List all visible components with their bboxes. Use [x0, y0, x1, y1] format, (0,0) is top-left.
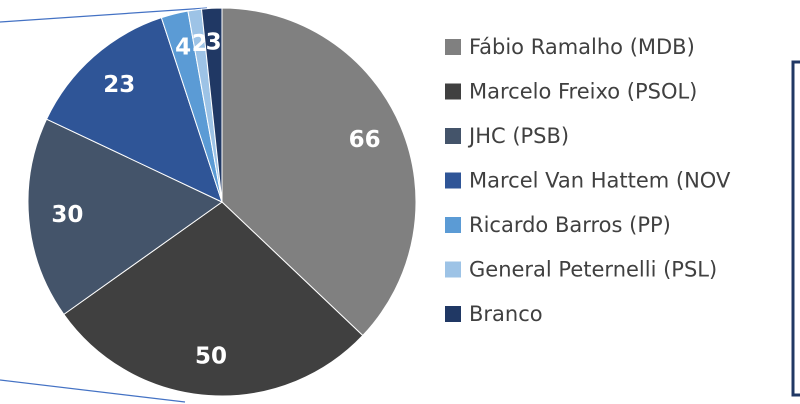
- data-label: 3: [206, 30, 222, 56]
- legend-label: Marcelo Freixo (PSOL): [469, 80, 697, 104]
- pie-slice: [27, 118, 223, 316]
- data-label: 66: [349, 127, 381, 153]
- legend-label: General Peternelli (PSL): [469, 258, 717, 282]
- legend-label: Fábio Ramalho (MDB): [469, 35, 695, 59]
- pie-slice: [200, 7, 223, 203]
- data-label: 30: [51, 202, 83, 228]
- legend-swatch: [445, 261, 461, 278]
- legend-swatch: [445, 39, 461, 55]
- connector-line: [0, 379, 186, 403]
- pie-slice: [63, 201, 364, 397]
- data-label: 50: [195, 343, 227, 369]
- data-label: 4: [175, 34, 191, 60]
- legend-label: Branco: [469, 302, 543, 326]
- data-label: 23: [103, 72, 135, 98]
- pie-slice: [45, 17, 223, 203]
- legend-label: Ricardo Barros (PP): [469, 213, 671, 237]
- connector-line: [0, 7, 208, 23]
- legend-swatch: [445, 217, 461, 233]
- overlay-box: [791, 60, 800, 397]
- legend-label: Marcel Van Hattem (NOV: [469, 169, 731, 193]
- legend-swatch: [445, 306, 461, 322]
- legend: Fábio Ramalho (MDB) Marcelo Freixo (PSOL)…: [445, 35, 731, 326]
- legend-label: JHC (PSB): [467, 124, 569, 148]
- pie-slice: [221, 7, 417, 337]
- legend-swatch: [445, 128, 461, 144]
- legend-swatch: [445, 83, 461, 100]
- legend-swatch: [445, 172, 461, 189]
- data-label: 2: [192, 31, 208, 57]
